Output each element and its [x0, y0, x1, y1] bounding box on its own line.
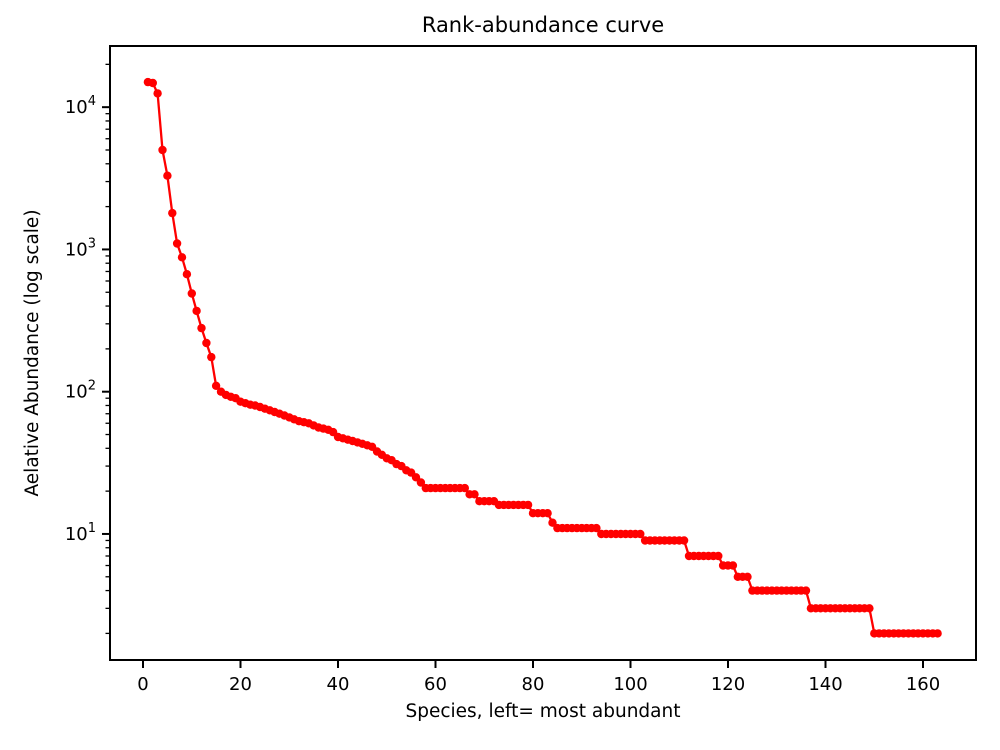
- x-tick-label: 60: [424, 674, 447, 695]
- data-point-marker: [523, 500, 533, 510]
- data-point-marker: [177, 253, 187, 262]
- x-tick-label: 140: [808, 674, 842, 695]
- data-point-marker: [933, 629, 942, 638]
- data-point-marker: [743, 572, 752, 581]
- data-point-marker: [192, 306, 201, 316]
- data-point-marker: [182, 270, 192, 279]
- plot-frame: [109, 45, 977, 661]
- data-point-marker: [163, 171, 172, 180]
- data-point-marker: [207, 352, 216, 362]
- data-point-marker: [543, 509, 552, 518]
- y-tick-label: 104: [65, 94, 96, 118]
- axis-ticks: [102, 63, 925, 668]
- data-point-marker: [679, 536, 689, 545]
- y-axis-label: Aelative Abundance (log scale): [22, 209, 43, 496]
- data-point-marker: [197, 323, 206, 333]
- data-point-marker: [548, 518, 557, 527]
- x-tick-label: 160: [906, 674, 940, 695]
- data-point-marker: [153, 89, 162, 98]
- data-point-marker: [636, 529, 645, 539]
- y-tick-label: 101: [65, 521, 96, 545]
- y-tick-label: 103: [65, 236, 96, 260]
- x-tick-label: 120: [711, 674, 745, 695]
- y-tick-label: 102: [65, 379, 96, 403]
- data-point-marker: [470, 490, 479, 499]
- axis-tick-labels: 0 20 40 60 80 100 120 140 160 101 102 103 104: [65, 94, 940, 695]
- data-point-marker: [801, 586, 811, 595]
- data-point-marker: [202, 338, 211, 348]
- x-tick-label: 100: [613, 674, 647, 695]
- data-point-marker: [865, 604, 874, 613]
- data-point-marker: [148, 78, 157, 88]
- data-point-marker: [168, 208, 177, 218]
- data-point-marker: [211, 381, 221, 390]
- chart-title: Rank-abundance curve: [422, 13, 664, 37]
- x-axis-label: Species, left= most abundant: [405, 701, 680, 722]
- x-tick-label: 20: [229, 674, 252, 695]
- data-point-marker: [158, 145, 167, 155]
- data-point-marker: [416, 478, 426, 487]
- data-point-marker: [728, 561, 738, 570]
- data-point-marker: [460, 483, 469, 493]
- data-point-marker: [592, 523, 601, 533]
- x-tick-label: 40: [327, 674, 350, 695]
- data-point-marker: [714, 551, 723, 561]
- x-tick-label: 0: [137, 674, 148, 695]
- data-point-marker: [187, 289, 196, 298]
- x-tick-label: 80: [522, 674, 545, 695]
- data-series-red-line: [143, 77, 942, 638]
- data-point-marker: [172, 239, 182, 248]
